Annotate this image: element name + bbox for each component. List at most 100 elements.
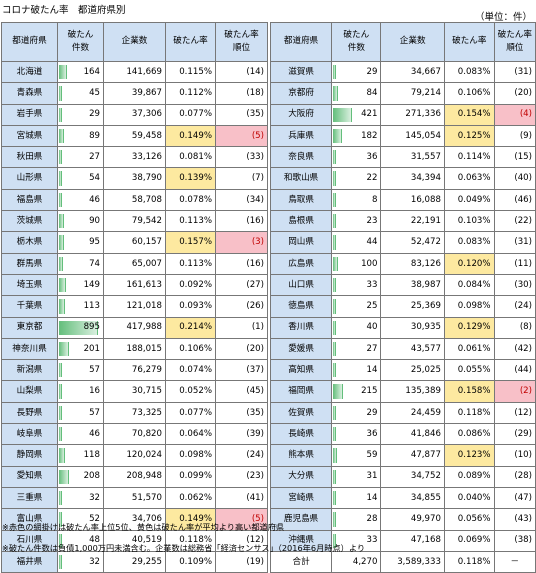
rate-cell: 0.077% [165, 401, 216, 425]
count-bar [333, 150, 337, 165]
count-cell: 23 [331, 210, 382, 233]
table-row: 奈良県 36 31,557 0.114% (15) [269, 146, 536, 169]
rate-cell: 0.083% [443, 60, 495, 84]
note-line: ※破たん件数は負債1,000万円未満含む。企業数は総務省「経済センサス」（201… [2, 543, 366, 553]
rank-cell: (42) [493, 337, 536, 361]
rank-cell: (35) [215, 401, 268, 425]
count-bar [333, 235, 337, 250]
pref-cell: 東京都 [1, 316, 58, 339]
count-cell: 32 [57, 486, 104, 510]
count-value: 95 [89, 237, 100, 248]
total-companies: 3,589,333 [380, 550, 445, 573]
companies-cell: 41,846 [380, 423, 445, 446]
pref-cell: 広島県 [269, 252, 333, 275]
table-row: 三重県 32 51,570 0.062% (41) [1, 486, 268, 510]
companies-cell: 60,157 [103, 231, 166, 254]
companies-cell: 25,025 [380, 359, 445, 382]
header-count: 破たん 件数 [331, 22, 382, 62]
count-cell: 45 [57, 82, 104, 105]
companies-cell: 24,459 [380, 401, 445, 425]
rank-cell: (5) [215, 124, 268, 148]
count-value: 31 [366, 471, 378, 482]
count-cell: 46 [57, 188, 104, 212]
table-row: 栃木県 95 60,157 0.157% (3) [1, 231, 268, 254]
table-row: 群馬県 74 65,007 0.113% (16) [1, 252, 268, 275]
companies-cell: 51,570 [103, 486, 166, 510]
pref-cell: 高知県 [269, 359, 333, 382]
table-row: 鹿児島県 28 49,970 0.056% (43) [269, 508, 536, 531]
count-bar [333, 469, 337, 484]
count-value: 100 [361, 258, 378, 269]
count-bar [333, 86, 338, 101]
rate-cell: 0.139% [165, 167, 216, 190]
count-bar [59, 171, 63, 186]
pref-cell: 長野県 [1, 401, 58, 425]
companies-cell: 417,988 [103, 316, 166, 339]
rate-cell: 0.064% [165, 423, 216, 446]
rank-cell: (2) [493, 380, 536, 403]
companies-cell: 120,024 [103, 444, 166, 467]
rate-cell: 0.113% [165, 252, 216, 275]
rank-cell: (8) [493, 316, 536, 339]
count-bar [59, 490, 62, 506]
pref-cell: 神奈川県 [1, 337, 58, 361]
rate-cell: 0.083% [443, 231, 495, 254]
table-row: 和歌山県 22 34,394 0.063% (40) [269, 167, 536, 190]
count-bar [333, 65, 337, 80]
pref-cell: 大分県 [269, 465, 333, 488]
count-cell: 8 [331, 188, 382, 212]
companies-cell: 38,790 [103, 167, 166, 190]
rate-cell: 0.089% [443, 465, 495, 488]
count-value: 46 [89, 194, 100, 205]
right-table: 都道府県 破たん 件数 企業数 破たん率 破たん率 順位 滋賀県 29 34,667 0.… [269, 22, 536, 573]
count-bar [333, 128, 342, 144]
count-value: 32 [89, 492, 100, 503]
count-value: 33 [366, 279, 378, 290]
left-table: 都道府県 破たん 件数 企業数 破たん率 破たん率 順位 北海道 164 141,669… [1, 22, 268, 573]
pref-cell: 静岡県 [1, 444, 58, 467]
header-pref: 都道府県 [269, 22, 333, 62]
rank-cell: (31) [493, 60, 536, 84]
count-value: 113 [83, 301, 100, 312]
count-cell: 46 [57, 423, 104, 446]
table-row: 熊本県 59 47,877 0.123% (10) [269, 444, 536, 467]
count-cell: 36 [331, 423, 382, 446]
companies-cell: 25,369 [380, 295, 445, 318]
rate-cell: 0.129% [443, 316, 495, 339]
rank-cell: (24) [493, 295, 536, 318]
rank-cell: (31) [493, 231, 536, 254]
count-cell: 421 [331, 103, 382, 126]
count-cell: 57 [57, 359, 104, 382]
companies-cell: 70,820 [103, 423, 166, 446]
table-row: 千葉県 113 121,018 0.093% (26) [1, 295, 268, 318]
table-row: 岐阜県 46 70,820 0.064% (39) [1, 423, 268, 446]
total-rate: 0.118% [443, 550, 495, 573]
count-bar [59, 384, 62, 399]
rate-cell: 0.158% [443, 380, 495, 403]
count-bar [333, 490, 337, 506]
count-value: 36 [366, 152, 378, 163]
rate-cell: 0.078% [165, 188, 216, 212]
table-row: 広島県 100 83,126 0.120% (11) [269, 252, 536, 275]
count-cell: 215 [331, 380, 382, 403]
count-bar [59, 427, 62, 442]
count-bar [59, 299, 65, 314]
pref-cell: 北海道 [1, 60, 58, 84]
rate-cell: 0.093% [165, 295, 216, 318]
table-row: 佐賀県 29 24,459 0.118% (12) [269, 401, 536, 425]
table-row: 青森県 45 39,867 0.112% (18) [1, 82, 268, 105]
rate-cell: 0.055% [443, 359, 495, 382]
count-cell: 29 [57, 103, 104, 126]
companies-cell: 135,389 [380, 380, 445, 403]
companies-cell: 34,752 [380, 465, 445, 488]
count-value: 16 [89, 386, 100, 397]
count-cell: 29 [331, 401, 382, 425]
count-cell: 14 [331, 486, 382, 510]
table-row: 岡山県 44 52,472 0.083% (31) [269, 231, 536, 254]
count-cell: 95 [57, 231, 104, 254]
rate-cell: 0.114% [443, 146, 495, 169]
count-value: 29 [366, 407, 378, 418]
pref-cell: 熊本県 [269, 444, 333, 467]
count-value: 54 [89, 173, 100, 184]
count-value: 215 [361, 386, 378, 397]
